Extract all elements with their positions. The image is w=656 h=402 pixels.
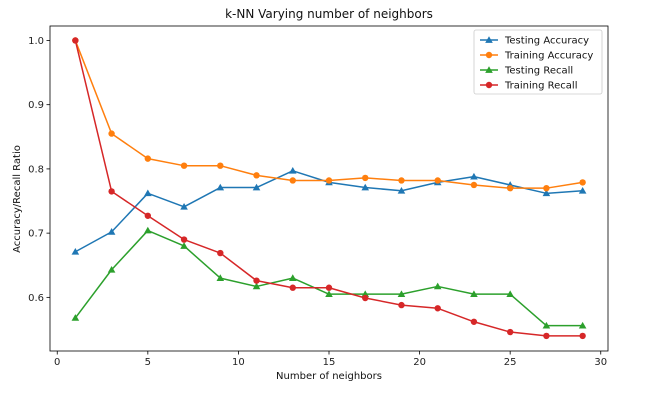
legend-label: Training Accuracy xyxy=(504,51,593,62)
legend-marker xyxy=(485,81,493,89)
data-point xyxy=(217,249,224,257)
x-tick-label: 15 xyxy=(323,357,336,368)
data-point xyxy=(107,228,116,235)
series-training-recall xyxy=(72,37,586,340)
x-tick-label: 5 xyxy=(145,357,151,368)
data-point xyxy=(398,177,405,184)
data-point xyxy=(252,282,261,290)
data-point xyxy=(325,284,333,291)
data-point xyxy=(434,305,441,312)
x-tick-label: 0 xyxy=(54,357,60,368)
legend-label: Testing Accuracy xyxy=(504,36,589,47)
y-tick-label: 1.0 xyxy=(28,36,44,47)
data-point xyxy=(325,177,333,184)
y-axis-label: Accuracy/Recall Ratio xyxy=(12,145,23,253)
data-point xyxy=(470,318,478,325)
data-point xyxy=(543,332,550,340)
data-point xyxy=(108,130,115,137)
data-point xyxy=(180,162,188,169)
y-tick-label: 0.9 xyxy=(28,100,44,111)
chart-title: k-NN Varying number of neighbors xyxy=(225,7,433,21)
axes: 0 5 10 15 20 25 30 0.6 0.7 0.8 0.9 1.0 xyxy=(28,25,609,368)
data-point xyxy=(361,183,370,191)
data-point xyxy=(470,290,478,298)
data-point xyxy=(71,247,80,255)
series-line-testing-recall xyxy=(74,229,583,327)
data-point xyxy=(217,162,224,169)
legend: Testing Accuracy Training Accuracy Testing… xyxy=(473,29,603,95)
legend-label: Training Recall xyxy=(504,81,577,92)
series-testing-recall xyxy=(71,226,587,329)
plot-area xyxy=(71,37,587,340)
data-point xyxy=(579,332,586,340)
data-point xyxy=(71,314,80,321)
data-point xyxy=(506,290,514,298)
data-point xyxy=(542,189,551,197)
data-point xyxy=(289,284,296,291)
data-point xyxy=(397,186,406,194)
x-tick-label: 10 xyxy=(232,357,245,368)
x-axis-label: Number of neighbors xyxy=(276,371,382,382)
data-point xyxy=(506,328,514,336)
data-point xyxy=(578,186,587,194)
x-tick-label: 25 xyxy=(504,357,517,368)
data-point xyxy=(289,177,296,184)
legend-label: Testing Recall xyxy=(504,66,573,77)
data-point xyxy=(433,282,442,290)
legend-box xyxy=(473,29,603,95)
y-tick-label: 0.8 xyxy=(28,164,44,175)
data-point xyxy=(506,184,514,192)
data-point xyxy=(180,236,188,243)
data-point xyxy=(398,301,405,309)
legend-marker xyxy=(485,66,493,73)
data-point xyxy=(253,277,260,284)
data-point xyxy=(543,184,550,192)
data-point xyxy=(144,212,152,219)
data-point xyxy=(144,155,152,162)
data-point xyxy=(542,321,551,329)
data-point xyxy=(470,172,478,180)
data-point xyxy=(107,265,116,273)
data-point xyxy=(325,290,333,298)
data-point xyxy=(470,181,478,189)
data-point xyxy=(579,179,586,186)
data-point xyxy=(434,177,441,184)
data-point xyxy=(252,183,261,191)
x-tick-label: 30 xyxy=(594,357,607,368)
data-point xyxy=(397,290,406,298)
data-point xyxy=(361,290,370,298)
y-tick-label: 0.6 xyxy=(28,293,44,304)
data-point xyxy=(216,274,225,281)
y-tick-label: 0.7 xyxy=(28,229,44,240)
data-point xyxy=(180,242,188,249)
legend-marker xyxy=(485,36,493,43)
data-point xyxy=(288,167,297,174)
data-point xyxy=(108,188,115,195)
data-point xyxy=(253,172,260,179)
data-point xyxy=(216,183,225,191)
data-point xyxy=(288,274,297,281)
data-point xyxy=(362,174,369,182)
x-tick-label: 20 xyxy=(413,357,426,368)
data-point xyxy=(362,294,369,302)
data-point xyxy=(180,203,188,210)
data-point xyxy=(144,226,152,234)
data-point xyxy=(72,37,79,44)
data-point xyxy=(144,189,152,197)
data-point xyxy=(578,321,587,329)
legend-marker xyxy=(485,51,493,59)
